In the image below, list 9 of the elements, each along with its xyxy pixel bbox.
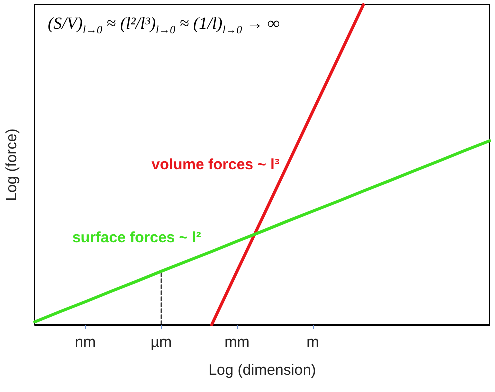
x-tick-label: mm (224, 334, 250, 351)
series-label: volume forces ~ l³ (152, 156, 280, 174)
x-tick-label: nm (75, 334, 96, 351)
y-axis-title: Log (force) (4, 128, 20, 202)
x-tick-label: m (306, 334, 320, 351)
series-label: surface forces ~ l² (72, 229, 202, 246)
x-axis-title: Log (dimension) (208, 362, 316, 379)
x-tick-label: µm (150, 334, 172, 351)
annotation: (S/V)$_{l→0}$ ≈ (l²/l³)$_{l→0}$ ≈ (1/l)$_{l→0}$ → ∞ (48, 14, 280, 36)
